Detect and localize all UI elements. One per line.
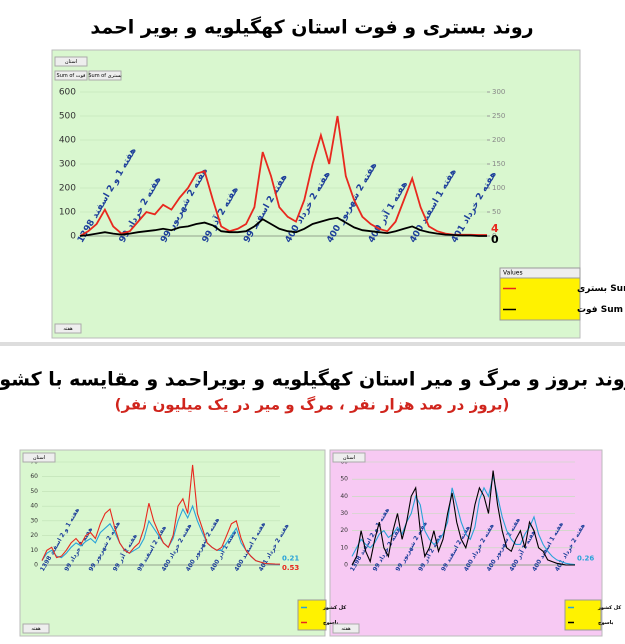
filter-label: استان — [343, 455, 355, 461]
y-tick-label: 0 — [70, 232, 76, 242]
legend-label: کل کشور — [322, 605, 346, 611]
panel — [329, 449, 603, 637]
end-label: 4 — [491, 222, 499, 235]
y2-tick-label: 250 — [492, 112, 505, 120]
y-tick-label: 500 — [59, 112, 76, 122]
y2-tick-label: 50 — [492, 208, 501, 216]
y-tick-label: 600 — [59, 88, 76, 98]
filter-button[interactable] — [54, 56, 88, 67]
series-line — [41, 504, 281, 566]
series-line — [351, 470, 575, 566]
axis-field-label: هفته — [341, 626, 351, 632]
y2-tick-label: 150 — [492, 160, 505, 168]
y-tick-label: 60 — [30, 473, 38, 480]
top-title: روند بستری و فوت استان کهگیلویه و بویر ا… — [90, 16, 533, 39]
legend-box — [297, 599, 327, 631]
filter-label: Sum of فوت — [57, 73, 87, 79]
y-tick-label: 10 — [340, 544, 348, 551]
axis-field-label: هفته — [31, 626, 41, 632]
y-tick-label: 20 — [30, 532, 38, 539]
series-line — [79, 115, 487, 237]
filter-label: استان — [33, 455, 45, 461]
y-tick-label: 50 — [340, 476, 348, 483]
end-label: 0 — [491, 233, 499, 246]
y2-tick-label: 0 — [492, 232, 496, 240]
y-tick-label: 10 — [30, 547, 38, 554]
filter-label: استان — [65, 59, 77, 65]
middle-title: روند بروز و مرگ و میر استان کهگیلویه و ب… — [0, 368, 625, 391]
subtitle: (بروز در صد هزار نفر ، مرگ و میر در یک م… — [115, 396, 510, 414]
legend-title: Values — [503, 270, 523, 277]
legend-box — [499, 277, 581, 321]
axis-field-button[interactable] — [332, 623, 360, 634]
y-tick-label: 0 — [344, 562, 348, 569]
legend-label: کل کشور — [597, 605, 621, 611]
filter-button[interactable] — [54, 70, 88, 81]
series-line — [41, 464, 281, 565]
filter-button[interactable] — [88, 70, 122, 81]
y-tick-label: 100 — [59, 208, 76, 218]
filter-label: Sum of بستری — [88, 73, 121, 79]
y-tick-label: 0 — [34, 562, 38, 569]
panel — [51, 49, 581, 339]
y2-tick-label: 100 — [492, 184, 505, 192]
filter-button[interactable] — [332, 452, 366, 463]
filter-button[interactable] — [22, 452, 56, 463]
y-tick-label: 20 — [340, 527, 348, 534]
series-line — [79, 216, 487, 237]
axis-field-label: هفته — [63, 326, 73, 332]
y-tick-label: 30 — [30, 517, 38, 524]
y2-tick-label: 300 — [492, 88, 505, 96]
y-tick-label: 30 — [340, 510, 348, 517]
legend-box — [564, 599, 602, 631]
series-line — [351, 475, 576, 566]
end-label: 0.21 — [282, 555, 299, 563]
legend-label: یاسوج — [598, 620, 614, 626]
legend-label: یاسوج — [323, 620, 339, 626]
y-tick-label: 200 — [59, 184, 76, 194]
y-tick-label: 40 — [30, 503, 38, 510]
axis-field-button[interactable] — [22, 623, 50, 634]
legend-label: Sum of فوت — [577, 305, 625, 315]
legend-label: Sum of بستری — [577, 284, 625, 294]
end-label: 0.53 — [282, 564, 299, 572]
y-tick-label: 400 — [59, 136, 76, 146]
y-tick-label: 300 — [59, 160, 76, 170]
end-label: 0.26 — [577, 555, 594, 563]
legend-header — [499, 267, 581, 279]
axis-field-button[interactable] — [54, 323, 82, 334]
y2-tick-label: 200 — [492, 136, 505, 144]
y-tick-label: 40 — [340, 493, 348, 500]
y-tick-label: 50 — [30, 488, 38, 495]
